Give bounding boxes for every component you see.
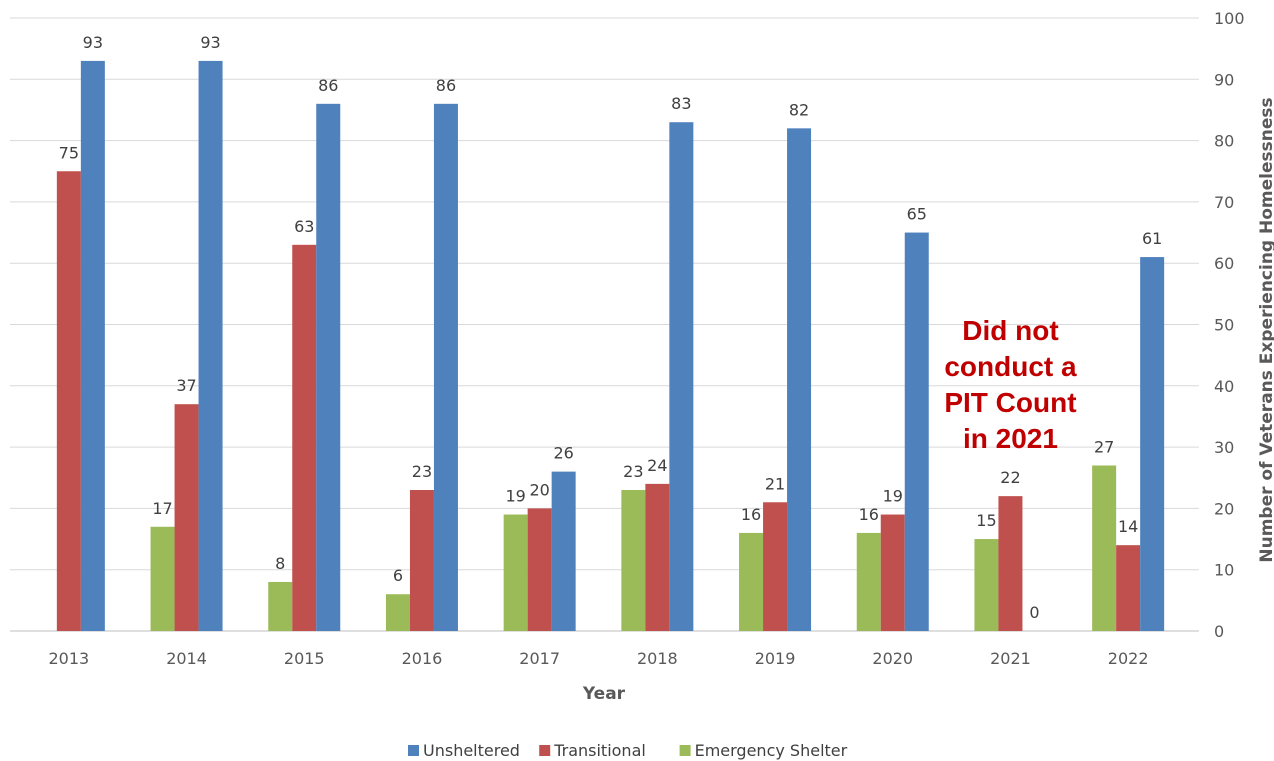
bar-emergency-shelter [974,539,999,631]
bar-marks [56,60,1165,632]
data-label: 20 [529,480,549,499]
y-tick-label: 20 [1214,499,1234,518]
bar-transitional [174,404,199,631]
x-axis-title: Year [582,684,626,704]
bar-unsheltered [80,60,105,632]
y-tick-label: 0 [1214,622,1224,641]
data-label: 23 [623,462,643,481]
legend-swatch [539,745,551,756]
data-label: 8 [275,554,285,573]
bar-emergency-shelter [503,514,528,631]
legend-swatch [679,745,691,756]
bar-emergency-shelter [621,490,646,631]
data-label: 19 [883,487,903,506]
x-tick-label: 2019 [755,649,796,668]
data-label: 24 [647,456,667,475]
data-label: 86 [318,76,338,95]
y-tick-label: 30 [1214,438,1234,457]
data-label: 63 [294,217,314,236]
data-label: 75 [59,143,79,162]
data-label: 14 [1118,517,1138,536]
legend-label: Transitional [553,741,646,760]
bar-emergency-shelter [150,526,175,631]
data-label: 15 [976,511,996,530]
y-axis-ticks: 0 10 20 30 40 50 60 70 80 90 100 [1214,9,1245,641]
annotation-no-pit-count: Did not conduct a PIT Count in 2021 [944,315,1077,454]
bar-unsheltered [904,232,929,632]
data-label: 82 [789,100,809,119]
annotation-line: PIT Count [944,387,1076,418]
x-tick-label: 2016 [402,649,443,668]
data-label: 93 [83,33,103,52]
data-label: 23 [412,462,432,481]
bar-unsheltered [198,60,223,632]
data-label: 0 [1029,603,1039,622]
x-tick-label: 2013 [48,649,89,668]
annotation-line: conduct a [944,351,1077,382]
x-tick-label: 2021 [990,649,1031,668]
y-tick-label: 40 [1214,377,1234,396]
x-tick-label: 2022 [1108,649,1149,668]
y-tick-label: 60 [1214,254,1234,273]
x-tick-label: 2015 [284,649,325,668]
annotation-line: in 2021 [963,423,1058,454]
y-tick-label: 100 [1214,9,1245,28]
legend-label: Unsheltered [423,741,520,760]
bar-unsheltered [669,122,694,632]
bar-transitional [1116,545,1141,631]
data-label: 19 [505,487,525,506]
bar-unsheltered [1140,257,1165,631]
data-label: 16 [741,505,761,524]
data-label: 93 [200,33,220,52]
legend-swatch [408,745,419,756]
bar-emergency-shelter [1092,465,1117,631]
data-label: 27 [1094,437,1114,456]
data-label: 16 [859,505,879,524]
bar-emergency-shelter [856,532,881,631]
data-label: 17 [152,499,172,518]
x-axis-ticks: 2013 2014 2015 2016 2017 2018 2019 2020 2021 2022 [48,649,1148,668]
y-tick-label: 70 [1214,193,1234,212]
x-tick-label: 2020 [872,649,913,668]
x-tick-label: 2014 [166,649,207,668]
bar-transitional [763,502,788,631]
x-tick-label: 2017 [519,649,560,668]
y-axis-title: Number of Veterans Experiencing Homeless… [1257,97,1274,562]
bar-unsheltered [551,471,576,631]
data-label: 6 [393,566,403,585]
legend-label: Emergency Shelter [695,741,848,760]
y-tick-label: 50 [1214,316,1234,335]
y-tick-label: 80 [1214,132,1234,151]
data-label: 83 [671,94,691,113]
y-tick-label: 90 [1214,70,1234,89]
bar-emergency-shelter [268,581,293,631]
data-label: 37 [176,376,196,395]
legend: Unsheltered Transitional Emergency Shelter [408,741,848,760]
x-tick-label: 2018 [637,649,678,668]
bar-emergency-shelter [739,532,764,631]
data-label: 22 [1000,468,1020,487]
y-tick-label: 10 [1214,561,1234,580]
data-label: 86 [436,76,456,95]
data-label: 26 [553,444,573,463]
bar-transitional [527,508,552,631]
bar-transitional [292,244,317,631]
bar-transitional [645,483,670,631]
bar-emergency-shelter [385,594,410,631]
bar-unsheltered [787,128,812,631]
bar-transitional [409,490,434,631]
bar-unsheltered [316,103,341,631]
annotation-line: Did not [962,315,1058,346]
bar-transitional [880,514,905,631]
bar-transitional [998,496,1023,631]
data-label: 61 [1142,229,1162,248]
bar-transitional [56,171,81,631]
bar-unsheltered [433,103,458,631]
data-label: 21 [765,474,785,493]
data-label: 65 [907,205,927,224]
